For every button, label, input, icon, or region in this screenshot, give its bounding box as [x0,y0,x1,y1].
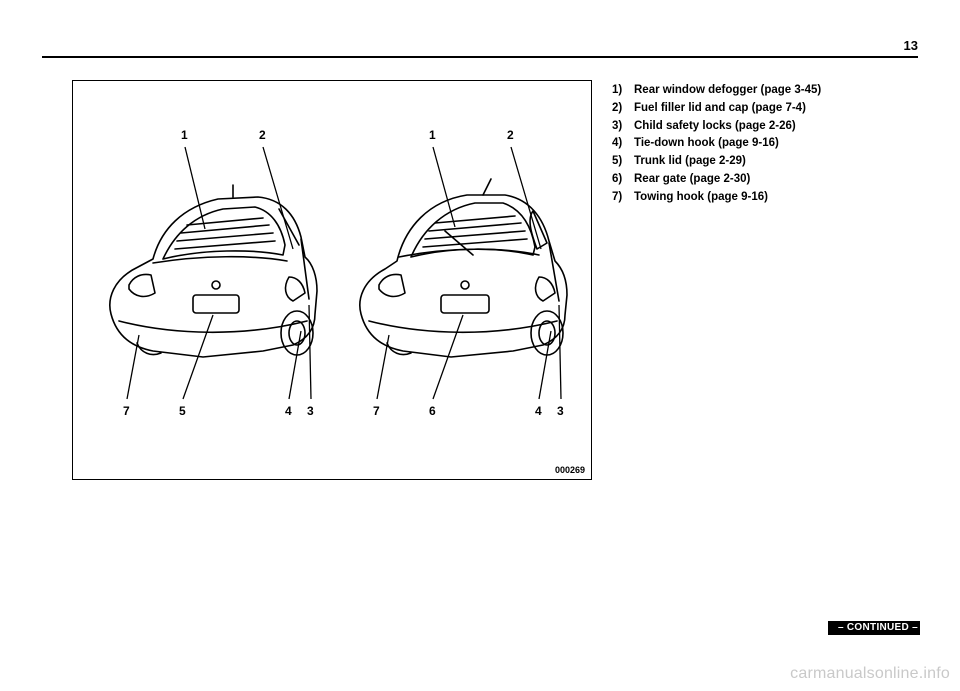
callout-num: 1 [181,128,188,142]
car-right [360,179,567,357]
callout-num: 3 [557,404,564,418]
page-header-rule: 13 [42,56,918,60]
legend-num: 2) [612,100,634,118]
legend-num: 6) [612,171,634,189]
callout-num: 2 [259,128,266,142]
vehicles-diagram: 1 2 7 5 4 3 [83,99,583,459]
right-callout-lines [377,147,561,399]
callout-num: 5 [179,404,186,418]
legend-item: 4)Tie-down hook (page 9-16) [612,135,821,153]
callout-num: 1 [429,128,436,142]
legend-item: 2)Fuel filler lid and cap (page 7-4) [612,100,821,118]
legend-text: Trunk lid (page 2-29) [634,153,746,171]
header-rule [42,56,918,58]
legend-num: 5) [612,153,634,171]
legend-num: 3) [612,118,634,136]
car-left [110,185,317,357]
legend-text: Rear gate (page 2-30) [634,171,750,189]
callout-num: 2 [507,128,514,142]
callout-num: 4 [535,404,542,418]
legend-text: Tie-down hook (page 9-16) [634,135,779,153]
legend-item: 5)Trunk lid (page 2-29) [612,153,821,171]
legend-text: Fuel filler lid and cap (page 7-4) [634,100,806,118]
diagram-code: 000269 [555,465,585,475]
callout-num: 7 [123,404,130,418]
legend-item: 6)Rear gate (page 2-30) [612,171,821,189]
left-callout-lines [127,147,311,399]
legend-item: 7)Towing hook (page 9-16) [612,189,821,207]
callout-num: 6 [429,404,436,418]
legend-num: 7) [612,189,634,207]
diagram-panel: 1 2 7 5 4 3 [72,80,592,480]
legend-num: 1) [612,82,634,100]
callout-num: 4 [285,404,292,418]
legend-item: 3)Child safety locks (page 2-26) [612,118,821,136]
callout-num: 3 [307,404,314,418]
legend-list: 1)Rear window defogger (page 3-45) 2)Fue… [612,82,821,207]
page-number: 13 [904,38,918,53]
legend-text: Rear window defogger (page 3-45) [634,82,821,100]
legend-text: Towing hook (page 9-16) [634,189,768,207]
legend-num: 4) [612,135,634,153]
continued-label: – CONTINUED – [838,622,918,633]
legend-item: 1)Rear window defogger (page 3-45) [612,82,821,100]
callout-num: 7 [373,404,380,418]
watermark: carmanualsonline.info [790,665,950,683]
legend-text: Child safety locks (page 2-26) [634,118,796,136]
